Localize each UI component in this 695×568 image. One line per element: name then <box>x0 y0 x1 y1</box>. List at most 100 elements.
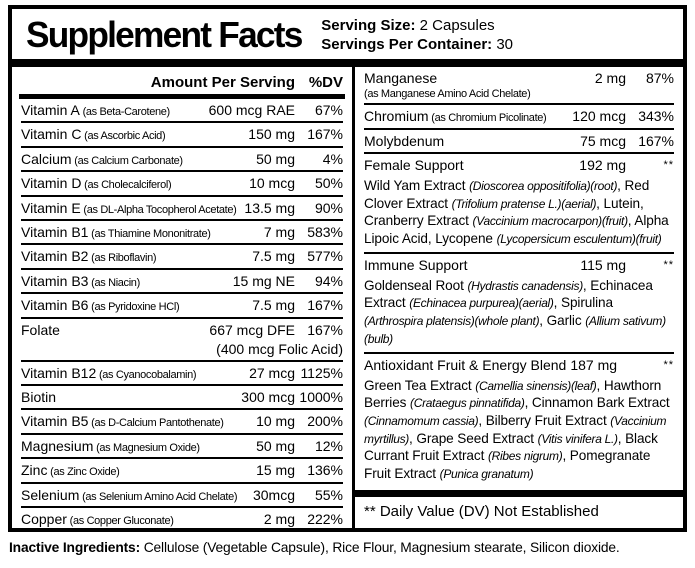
nutrient-entry: Vitamin B2 (as Riboflavin) 7.5 mg 577% <box>21 243 343 267</box>
nutrient-row: Vitamin B5 (as D-Calcium Pantothenate) 1… <box>21 410 343 432</box>
nutrient-entry: Vitamin B12 (as Cyanocobalamin) 27 mcg 1… <box>21 359 343 384</box>
botanical-name: (Cinnamomum cassia) <box>364 413 479 428</box>
nutrient-source: (as Copper Gluconate) <box>66 514 174 527</box>
nutrient-amount: 7 mg <box>263 224 295 241</box>
botanical-name: (Arthrospira platensis)(whole plant) <box>364 314 540 329</box>
nutrient-name-text: Molybdenum <box>364 132 445 149</box>
nutrient-name: Vitamin A (as Beta-Carotene) <box>21 102 205 119</box>
nutrient-dv: 4% <box>322 150 343 167</box>
ingredient-text: , Spirulina <box>553 295 613 311</box>
right-column: Manganese (as Manganese Amino Acid Chelat… <box>352 67 683 528</box>
nutrient-source: (as Cholecalciferol) <box>81 179 172 192</box>
nutrient-row: Folate 667 mcg DFE 167% <box>21 319 343 341</box>
nutrient-amount: 15 mg <box>256 462 295 479</box>
ingredient-text: , Black Currant Fruit Extract <box>364 430 658 464</box>
nutrient-amount: 187 mg <box>570 356 618 373</box>
nutrient-name: Vitamin B12 (as Cyanocobalamin) <box>21 365 245 382</box>
serving-size-label: Serving Size: <box>321 16 416 34</box>
nutrient-name-text: Biotin <box>21 389 57 406</box>
ingredient-text: , Garlic <box>539 313 586 329</box>
header-divider-bar <box>12 59 683 67</box>
nutrient-entry: Vitamin E (as DL-Alpha Tocopherol Acetat… <box>21 194 343 219</box>
ingredient-text: , Hawthorn Berries <box>364 377 662 411</box>
nutrient-amount: 300 mcg <box>241 389 295 406</box>
nutrient-amount: 75 mcg <box>580 132 626 149</box>
nutrient-row: Selenium (as Selenium Amino Acid Chelate… <box>21 484 343 506</box>
nutrient-name: Calcium (as Calcium Carbonate) <box>21 151 252 168</box>
ingredient-text: Green Tea Extract <box>364 377 476 393</box>
nutrient-row: Chromium (as Chromium Picolinate) 120 mc… <box>364 105 674 127</box>
nutrient-name-text: Immune Support <box>364 256 468 273</box>
nutrient-amount: 10 mcg <box>249 175 295 192</box>
ingredient-text: , Cinnamon Bark Extract <box>524 395 670 411</box>
nutrient-source: (as D-Calcium Pantothenate) <box>88 417 224 430</box>
inactive-ingredients-value: Cellulose (Vegetable Capsule), Rice Flou… <box>140 540 620 555</box>
nutrient-dv: 136% <box>307 462 343 479</box>
nutrient-name: Selenium (as Selenium Amino Acid Chelate… <box>21 487 249 504</box>
nutrient-name-text: Vitamin B1 <box>21 224 89 241</box>
nutrient-entry: Vitamin C (as Ascorbic Acid) 150 mg 167% <box>21 121 343 145</box>
nutrient-source: (as Chromium Picolinate) <box>428 112 547 125</box>
nutrient-entry: Vitamin B5 (as D-Calcium Pantothenate) 1… <box>21 408 343 432</box>
ingredient-text: Wild Yam Extract <box>364 178 470 194</box>
nutrient-entry: Biotin 300 mcg 1000% <box>21 384 343 408</box>
nutrient-name-text: Vitamin B5 <box>21 413 89 430</box>
nutrient-row: Vitamin C (as Ascorbic Acid) 150 mg 167% <box>21 123 343 145</box>
nutrient-name-text: Selenium <box>21 486 80 503</box>
ingredient-text: , Pomegranate Fruit Extract <box>364 448 651 481</box>
nutrient-name: Female Support <box>364 157 575 174</box>
nutrient-entry: Manganese (as Manganese Amino Acid Chelat… <box>364 67 674 103</box>
nutrient-sub-amount: (400 mcg Folic Acid) <box>216 340 343 357</box>
nutrient-dv: 67% <box>314 102 343 118</box>
nutrient-dv: 12% <box>314 437 343 454</box>
nutrient-row: Vitamin B12 (as Cyanocobalamin) 27 mcg 1… <box>21 362 343 384</box>
nutrient-row: Magnesium (as Magnesium Oxide) 50 mg 12% <box>21 435 343 457</box>
nutrient-source: (as Ascorbic Acid) <box>81 130 166 143</box>
servings-per-container-value: 30 <box>492 36 514 53</box>
nutrient-entry: Calcium (as Calcium Carbonate) 50 mg 4% <box>21 145 343 170</box>
nutrient-source: (as Manganese Amino Acid Chelate) <box>364 88 531 101</box>
nutrient-name-text: Vitamin B2 <box>21 248 89 265</box>
nutrient-name-text: Magnesium <box>21 437 94 454</box>
nutrient-source: (as DL-Alpha Tocopherol Acetate) <box>80 203 237 216</box>
nutrient-amount: 667 mcg DFE <box>209 321 295 338</box>
botanical-name: (Ribes nigrum) <box>487 449 563 464</box>
nutrient-entry: Antioxidant Fruit & Energy Blend 187 mg … <box>364 351 674 487</box>
left-column: Amount Per Serving %DV Vitamin A (as Bet… <box>12 67 352 528</box>
botanical-name: (Camellia sinensis)(leaf) <box>475 378 597 393</box>
nutrient-dv: 583% <box>307 224 343 241</box>
nutrient-name-text: Zinc <box>21 462 48 479</box>
nutrient-amount: 150 mg <box>248 126 295 143</box>
nutrient-name-text: Vitamin D <box>21 175 82 192</box>
nutrient-name-text: Manganese <box>364 70 438 86</box>
servings-per-container-label: Servings Per Container: <box>321 36 493 53</box>
nutrient-name-text: Vitamin E <box>21 199 81 216</box>
ingredient-text: , Alpha Lipoic Acid, Lycopene <box>364 213 669 247</box>
nutrient-row: Zinc (as Zinc Oxide) 15 mg 136% <box>21 459 343 481</box>
ingredient-text: Goldenseal Root <box>364 277 468 293</box>
nutrient-name-text: Copper <box>21 510 67 527</box>
nutrient-name-text: Vitamin B12 <box>21 364 97 381</box>
botanical-name: (Allium sativum)(bulb) <box>364 314 666 346</box>
nutrient-name: Vitamin E (as DL-Alpha Tocopherol Acetat… <box>21 200 240 217</box>
nutrient-source: (as Zinc Oxide) <box>47 466 120 479</box>
ingredient-text: , Echinacea Extract <box>364 277 653 311</box>
nutrient-amount: 115 mg <box>580 256 626 273</box>
nutrient-entry: Vitamin A (as Beta-Carotene) 600 mcg RAE… <box>21 99 343 121</box>
nutrient-dv: 222% <box>307 510 343 527</box>
botanical-name: (Vaccinium macrocarpon)(fruit) <box>472 214 629 229</box>
nutrient-name-text: Antioxidant Fruit & Energy Blend <box>364 356 567 373</box>
nutrient-name: Antioxidant Fruit & Energy Blend <box>364 357 566 374</box>
nutrient-amount: 192 mg <box>579 156 626 173</box>
nutrient-entry: Vitamin B1 (as Thiamine Mononitrate) 7 m… <box>21 219 343 243</box>
nutrient-source: (as Magnesium Oxide) <box>93 441 200 454</box>
serving-size-line: Serving Size: 2 Capsules <box>321 16 513 36</box>
nutrient-amount: 7.5 mg <box>252 248 295 265</box>
nutrient-source: (as Calcium Carbonate) <box>71 154 183 167</box>
nutrient-dv: ** <box>663 258 674 271</box>
nutrient-dv: ** <box>663 158 674 171</box>
botanical-name: (Vitis vinifera L.) <box>537 431 618 446</box>
nutrient-name: Zinc (as Zinc Oxide) <box>21 462 252 479</box>
nutrient-dv: 87% <box>645 70 674 86</box>
nutrient-name: Immune Support <box>364 257 576 274</box>
